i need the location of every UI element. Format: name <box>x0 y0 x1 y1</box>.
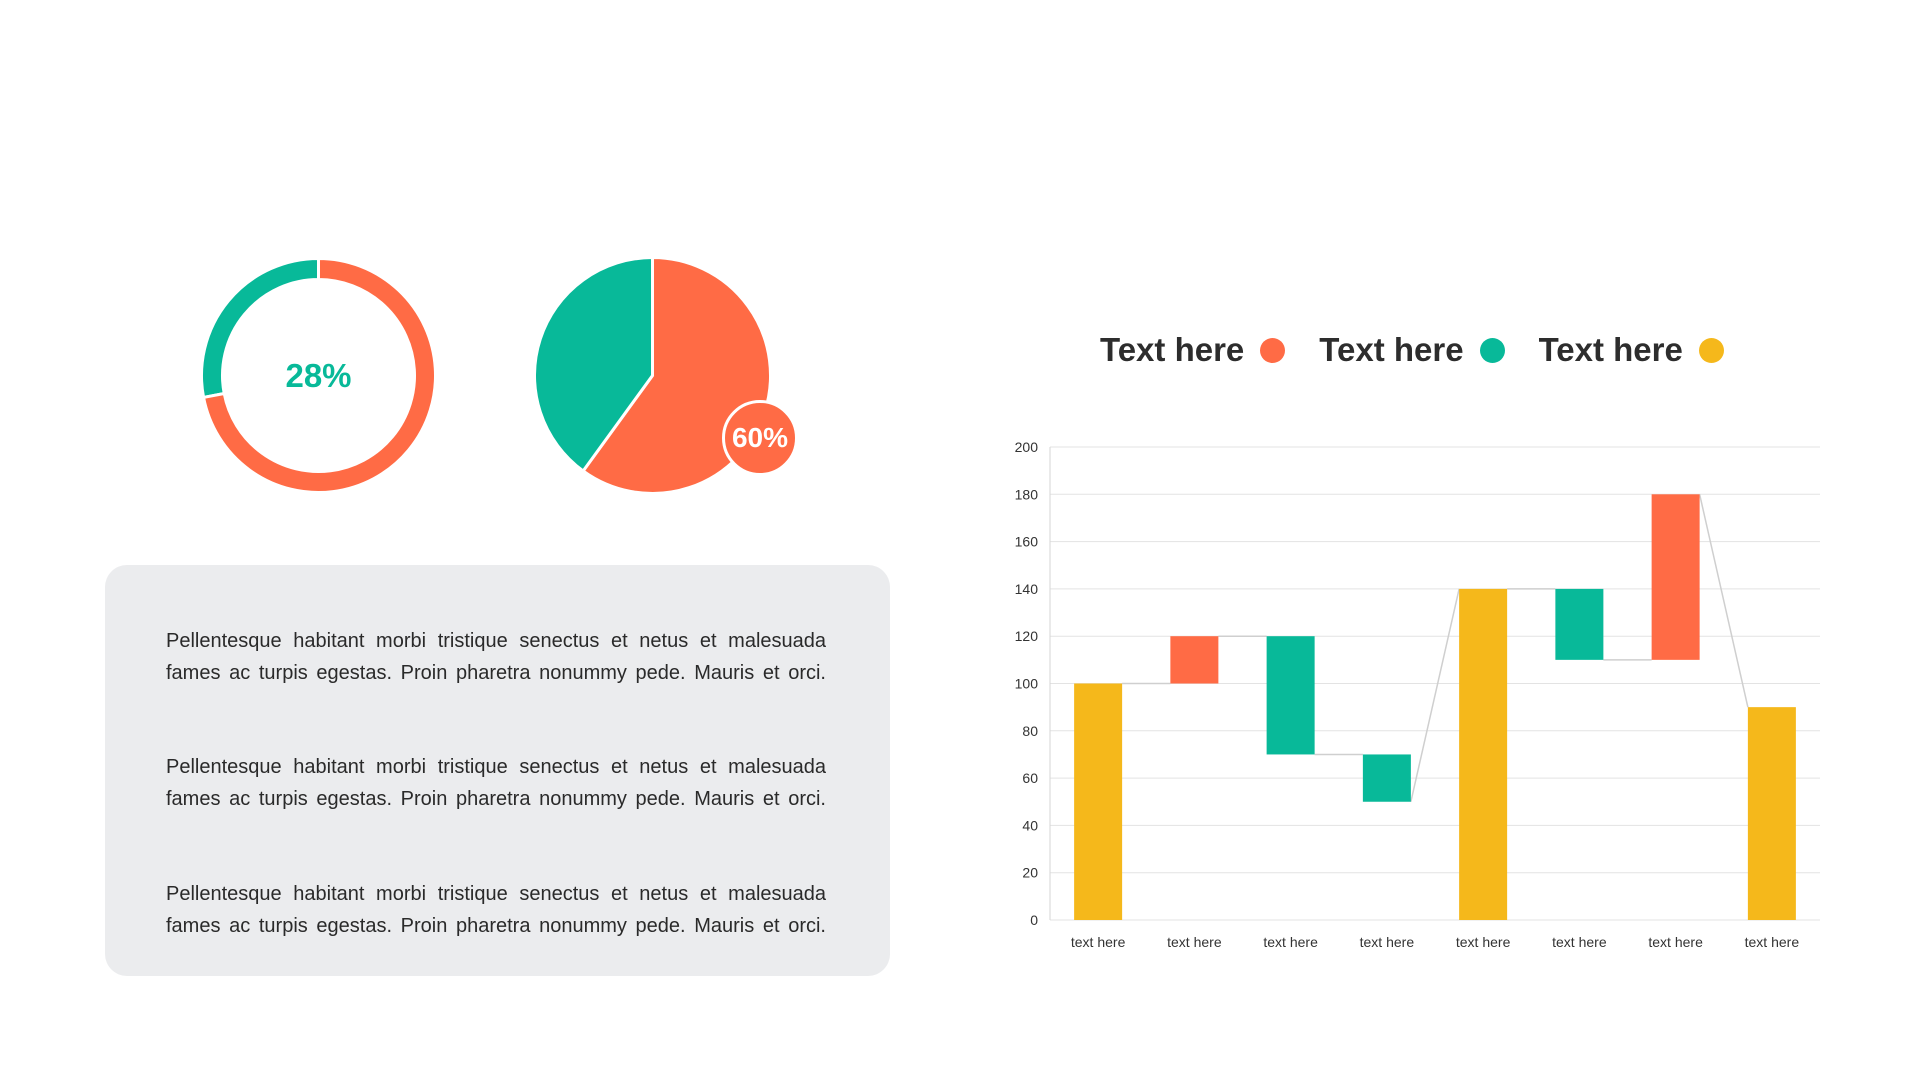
paragraph-1: Pellentesque habitant morbi tristique se… <box>166 630 826 684</box>
bar <box>1170 636 1219 684</box>
y-tick-label: 160 <box>1015 534 1039 550</box>
connector-line <box>1698 494 1749 708</box>
y-tick-label: 40 <box>1022 817 1038 833</box>
donut-percent-label: 28% <box>285 356 352 394</box>
x-tick-label: text here <box>1552 934 1607 950</box>
y-tick-label: 100 <box>1015 676 1039 692</box>
connector-line <box>1410 588 1460 802</box>
paragraph-3: Pellentesque habitant morbi tristique se… <box>166 883 826 937</box>
legend-item-1: Text here <box>1100 331 1286 369</box>
bar <box>1362 754 1411 802</box>
text-panel: Pellentesque habitant morbi tristique se… <box>105 565 890 976</box>
y-tick-label: 60 <box>1022 770 1038 786</box>
x-tick-label: text here <box>1360 934 1415 950</box>
bar <box>1747 707 1796 920</box>
legend-label: Text here <box>1538 331 1683 368</box>
y-tick-label: 0 <box>1030 912 1038 928</box>
bar <box>1555 588 1604 660</box>
y-tick-label: 200 <box>1015 439 1039 455</box>
bar <box>1651 494 1700 660</box>
donut-chart: 28% <box>196 253 441 498</box>
legend-dot <box>1260 337 1286 363</box>
legend-item-3: Text here <box>1539 331 1724 369</box>
x-tick-label: text here <box>1745 934 1800 950</box>
y-tick-label: 140 <box>1015 581 1039 597</box>
legend-label: Text here <box>1100 331 1245 368</box>
legend-item-2: Text here <box>1319 331 1505 369</box>
donut-chart-svg <box>200 256 437 494</box>
x-tick-label: text here <box>1456 934 1511 950</box>
donut-slice <box>201 256 437 494</box>
y-tick-label: 80 <box>1022 723 1038 739</box>
bar <box>1266 636 1315 755</box>
legend-dot <box>1698 337 1724 363</box>
y-tick-label: 180 <box>1015 486 1039 502</box>
y-tick-label: 120 <box>1015 628 1039 644</box>
x-tick-label: text here <box>1071 934 1126 950</box>
y-tick-label: 20 <box>1022 865 1038 881</box>
x-tick-label: text here <box>1167 934 1222 950</box>
waterfall-chart: 0 20 40 60 80 100 120 140 160 180 200 text here text… <box>1015 439 1820 950</box>
x-tick-label: text here <box>1263 934 1318 950</box>
chart-legend: Text here Text here Text here <box>1100 325 1800 375</box>
x-tick-label: text here <box>1648 934 1703 950</box>
bar <box>1074 683 1123 920</box>
paragraph-2: Pellentesque habitant morbi tristique se… <box>166 756 826 810</box>
bar <box>1459 588 1508 920</box>
legend-label: Text here <box>1319 331 1464 368</box>
pie-slice <box>533 255 654 474</box>
pie-percent-badge: 60% <box>722 400 798 476</box>
legend-dot <box>1479 337 1505 363</box>
